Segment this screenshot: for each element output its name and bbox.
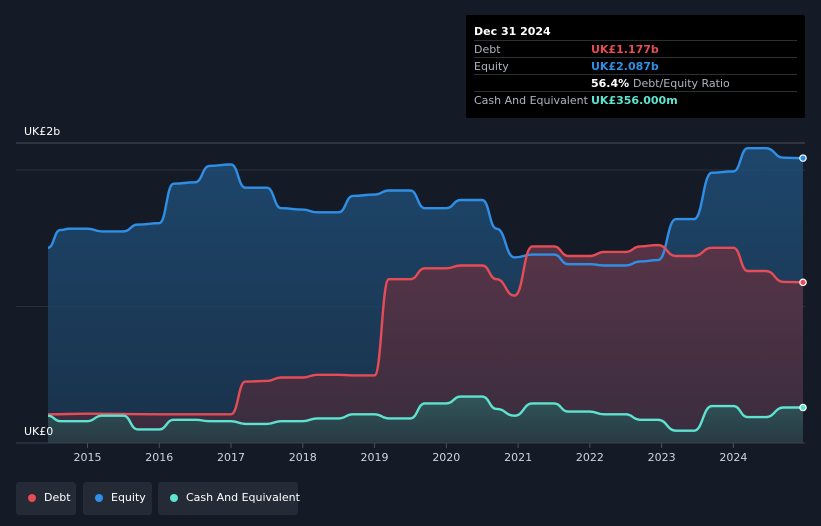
x-tick-label: 2022: [576, 451, 604, 464]
tooltip-equity-value: UK£2.087b: [591, 60, 659, 73]
x-tick-label: 2016: [145, 451, 173, 464]
tooltip-date: Dec 31 2024: [474, 25, 551, 38]
legend-cash-label: Cash And Equivalent: [186, 491, 300, 504]
debt-line: [47, 243, 804, 416]
equity-line: [47, 147, 804, 267]
x-tick-label: 2024: [719, 451, 747, 464]
legend-debt-label: Debt: [44, 491, 71, 504]
legend-equity-label: Equity: [111, 491, 146, 504]
x-tick-label: 2018: [289, 451, 317, 464]
x-axis: 2015 2016 2017 2018 2019 2020 2021 2022 2023 2024: [16, 442, 805, 464]
cash-area: [48, 396, 803, 443]
equity-end-marker[interactable]: [799, 154, 807, 162]
x-tick-label: 2020: [432, 451, 460, 464]
tooltip-row-debt: Debt UK£1.177b: [474, 40, 797, 58]
legend-item-equity[interactable]: Equity: [83, 482, 152, 515]
x-tick-label: 2023: [648, 451, 676, 464]
tooltip-cash-label: Cash And Equivalent: [474, 94, 588, 107]
x-tick-label: 2017: [217, 451, 245, 464]
x-tick-label: 2021: [504, 451, 532, 464]
debt-end-marker[interactable]: [799, 278, 807, 287]
series-lines: [47, 147, 807, 432]
tooltip-row-ratio: 56.4% Debt/Equity Ratio: [474, 74, 797, 92]
equity-dot-icon: [95, 494, 103, 502]
tooltip-ratio-label: Debt/Equity Ratio: [633, 77, 730, 90]
x-tick-label: 2015: [73, 451, 101, 464]
debt-area: [48, 245, 803, 443]
legend-item-debt[interactable]: Debt: [16, 482, 76, 515]
legend-item-cash[interactable]: Cash And Equivalent: [158, 482, 300, 515]
y-axis-bottom-label: UK£0: [24, 425, 53, 438]
cash-dot-icon: [170, 494, 178, 502]
tooltip-cash-value: UK£356.000m: [591, 94, 678, 107]
tooltip-row-cash: Cash And Equivalent UK£356.000m: [474, 91, 797, 109]
tooltip-debt-value: UK£1.177b: [591, 43, 659, 56]
x-tick-label: 2019: [361, 451, 389, 464]
tooltip-row-equity: Equity UK£2.087b: [474, 57, 797, 75]
tooltip-ratio: 56.4% Debt/Equity Ratio: [591, 77, 730, 90]
tooltip-equity-label: Equity: [474, 60, 509, 73]
debt-dot-icon: [28, 494, 36, 502]
tooltip-debt-label: Debt: [474, 43, 501, 56]
y-axis-top-label: UK£2b: [24, 125, 60, 138]
cash-line: [47, 395, 803, 432]
cash-end-marker[interactable]: [799, 403, 807, 412]
tooltip-ratio-value: 56.4%: [591, 77, 630, 90]
value-tooltip: Dec 31 2024 Debt UK£1.177b Equity UK£2.0…: [466, 15, 805, 118]
series-areas: [48, 148, 803, 443]
